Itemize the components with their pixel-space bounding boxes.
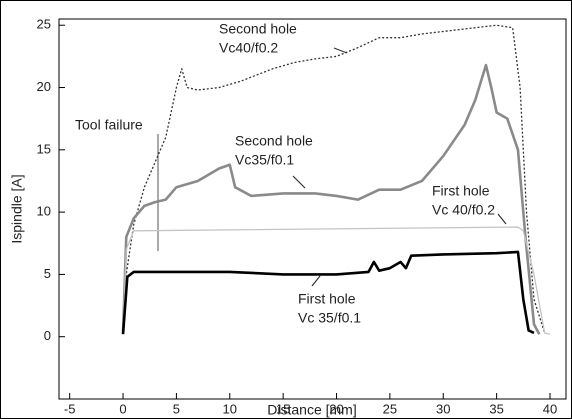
series-label: Vc 35/f0.1 <box>298 310 361 326</box>
annotation: Tool failure <box>75 117 143 133</box>
y-tick-label: 15 <box>37 141 51 156</box>
series-label: Vc40/f0.2 <box>219 40 278 56</box>
arrows <box>292 47 507 287</box>
y-tick-label: 25 <box>37 17 51 32</box>
y-tick-label: 10 <box>37 204 51 219</box>
y-tick-label: 5 <box>44 266 51 281</box>
series-label: Second hole <box>235 133 313 149</box>
data-line <box>122 24 546 334</box>
data-line <box>121 250 535 335</box>
x-tick-label: 35 <box>489 401 503 416</box>
x-tick-label: 0 <box>119 401 126 416</box>
series-label: First hole <box>432 183 490 199</box>
series-label: Vc35/f0.1 <box>235 152 294 168</box>
data-line <box>121 63 541 335</box>
arrow <box>497 213 507 225</box>
x-tick-label: -5 <box>64 401 76 416</box>
arrow <box>292 175 306 189</box>
x-tick-label: 5 <box>173 401 180 416</box>
x-tick-label: 40 <box>543 401 557 416</box>
plot-frame <box>58 18 567 400</box>
x-tick-label: 15 <box>276 401 290 416</box>
x-tick-label: 10 <box>223 401 237 416</box>
series-label: Second hole <box>219 21 297 37</box>
x-tick-label: 25 <box>383 401 397 416</box>
y-tick-label: 20 <box>37 79 51 94</box>
x-tick-label: 20 <box>329 401 343 416</box>
y-axis-label: Ispindle [A] <box>9 174 25 243</box>
series-label: Vc 40/f0.2 <box>432 202 495 218</box>
x-axis-label: Distance [mm] <box>267 402 356 418</box>
arrow <box>333 47 348 54</box>
series-label: First hole <box>298 291 356 307</box>
data-line <box>122 226 551 335</box>
x-tick-label: 30 <box>436 401 450 416</box>
y-tick-label: 0 <box>44 328 51 343</box>
arrow <box>311 275 321 287</box>
